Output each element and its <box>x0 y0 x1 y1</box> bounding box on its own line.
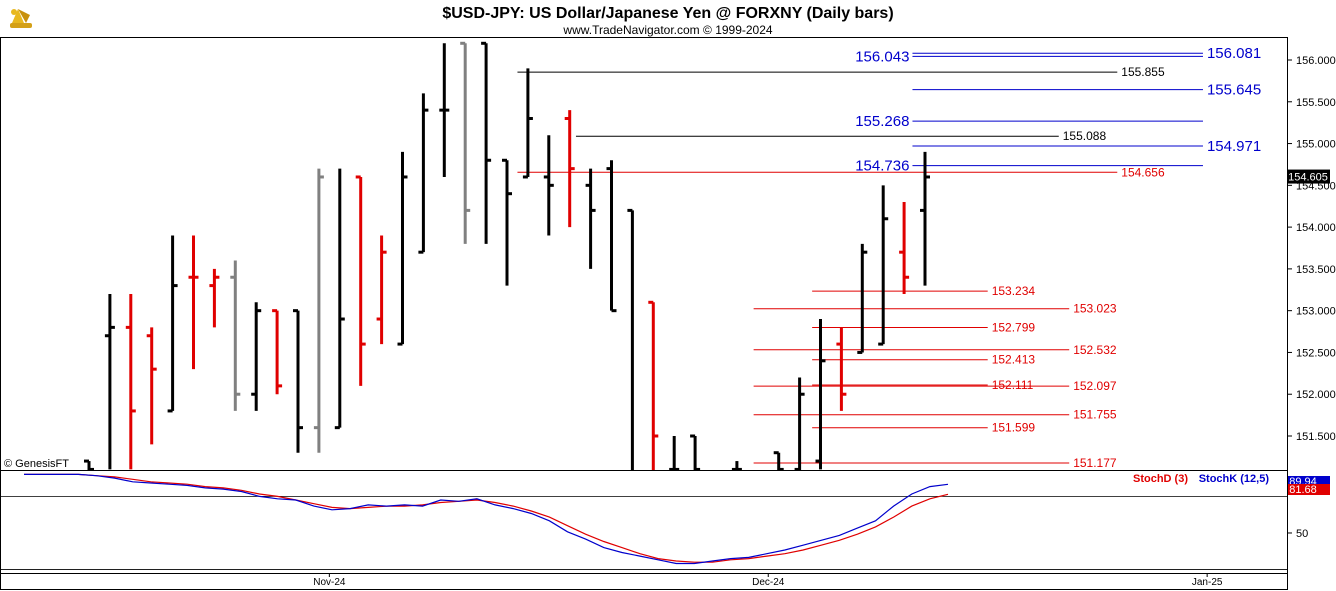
ohlc-bar <box>502 158 512 286</box>
date-label: Dec-24 <box>752 577 785 588</box>
level-label: 153.234 <box>992 284 1036 298</box>
bull-bear-icon <box>10 9 32 28</box>
level-label: 152.111 <box>992 378 1034 392</box>
ohlc-bar <box>669 436 680 470</box>
stochd-last-label: 81.68 <box>1289 484 1317 496</box>
watermark: © GenesisFT <box>4 458 69 470</box>
level-label: 155.268 <box>855 113 909 130</box>
ohlc-bar <box>104 293 115 470</box>
ohlc-bar <box>648 300 659 470</box>
level-label: 154.971 <box>1207 138 1261 155</box>
stochk-legend: StochK (12,5) <box>1199 473 1270 485</box>
level-label: 156.081 <box>1207 45 1261 62</box>
ohlc-bar <box>627 208 634 470</box>
ohlc-bar <box>209 268 220 328</box>
logo <box>10 9 32 28</box>
ohlc-bar <box>481 41 492 244</box>
ohlc-bar <box>230 260 241 411</box>
ohlc-bar <box>460 41 471 244</box>
level-label: 152.413 <box>992 353 1036 367</box>
ohlc-bar <box>606 160 617 313</box>
ohlc-bar <box>188 235 199 370</box>
level-label: 151.755 <box>1073 408 1117 422</box>
last-price-tag: 154.605 <box>1287 169 1330 184</box>
stochastic-axis: 50 <box>1287 528 1308 540</box>
level-label: 152.097 <box>1073 379 1117 393</box>
ohlc-bar <box>334 168 345 430</box>
ohlc-bar <box>543 135 554 236</box>
date-label: Jan-25 <box>1192 577 1223 588</box>
ohlc-bar <box>272 309 283 395</box>
level-label: 155.645 <box>1207 82 1261 99</box>
level-label: 155.855 <box>1121 65 1165 79</box>
ohlc-bar <box>293 309 303 453</box>
stochk-line <box>24 473 949 565</box>
stoch-tick-label: 50 <box>1296 528 1308 540</box>
price-tick-label: 152.500 <box>1296 347 1336 359</box>
last-price-label: 154.605 <box>1288 172 1328 184</box>
ohlc-bar <box>84 459 94 470</box>
price-tick-label: 151.500 <box>1296 431 1336 443</box>
date-label: Nov-24 <box>313 577 346 588</box>
level-label: 156.043 <box>855 48 909 65</box>
level-label: 151.177 <box>1073 456 1117 470</box>
ohlc-bar <box>251 302 262 411</box>
ohlc-bar <box>836 327 847 411</box>
ohlc-bar <box>522 68 533 179</box>
chart-subtitle: www.TradeNavigator.com © 1999-2024 <box>562 23 772 37</box>
date-axis-panel <box>0 573 1288 590</box>
level-label: 152.532 <box>1073 343 1117 357</box>
ohlc-bar <box>815 319 826 470</box>
ohlc-bar <box>439 43 450 177</box>
ohlc-bar <box>397 151 408 346</box>
price-tick-label: 155.500 <box>1296 97 1336 109</box>
bars-layer <box>84 41 930 470</box>
ohlc-bar <box>878 185 889 346</box>
ohlc-bar <box>146 327 157 445</box>
ohlc-bar <box>564 110 575 228</box>
ohlc-bar <box>773 451 784 470</box>
ohlc-bar <box>167 235 178 413</box>
date-axis: Nov-24 Dec-24 Jan-25 <box>313 573 1223 588</box>
price-tick-label: 153.500 <box>1296 264 1336 276</box>
level-label: 152.799 <box>992 320 1036 334</box>
price-tick-label: 152.000 <box>1296 389 1336 401</box>
stochd-legend: StochD (3) <box>1133 473 1188 485</box>
level-label: 154.656 <box>1121 165 1165 179</box>
price-tick-label: 156.000 <box>1296 55 1336 67</box>
ohlc-bar <box>376 235 387 345</box>
ohlc-bar <box>355 175 366 386</box>
ohlc-bar <box>857 243 868 354</box>
ohlc-bar <box>920 151 930 286</box>
level-label: 153.023 <box>1073 302 1117 316</box>
level-labels: 156.081 156.043 155.855 155.645 155.268 155.0… <box>855 45 1261 470</box>
level-label: 151.599 <box>992 421 1036 435</box>
level-label: 154.736 <box>855 158 909 175</box>
price-tick-label: 155.000 <box>1296 139 1336 151</box>
level-label: 155.088 <box>1063 129 1107 143</box>
stoch-last-tags: 89.94 81.68 <box>1288 476 1330 496</box>
price-tick-label: 154.000 <box>1296 222 1336 234</box>
ohlc-bar <box>313 168 324 453</box>
ohlc-bar <box>418 93 429 254</box>
chart-title: $USD-JPY: US Dollar/Japanese Yen @ FORXN… <box>442 5 893 22</box>
ohlc-bar <box>899 202 910 294</box>
ohlc-bar <box>731 461 742 470</box>
price-axis: 156.000155.500155.000154.500154.000153.5… <box>1287 55 1336 443</box>
ohlc-bar <box>585 168 596 269</box>
ohlc-bar <box>125 293 136 470</box>
price-tick-label: 153.000 <box>1296 306 1336 318</box>
stochastic-layer <box>1 473 1287 570</box>
price-panel <box>0 37 1288 471</box>
ohlc-bar <box>794 377 805 470</box>
ohlc-bar <box>690 434 701 470</box>
